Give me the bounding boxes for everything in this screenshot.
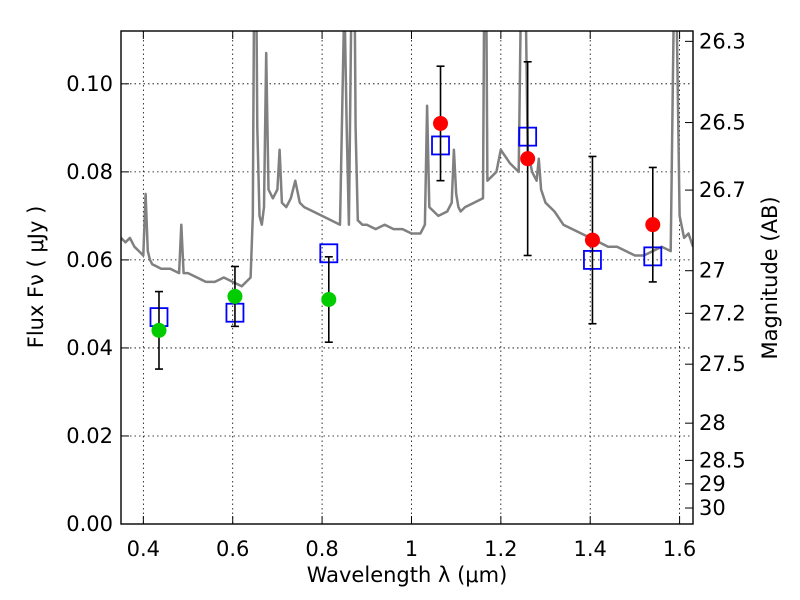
red-data-point: [584, 232, 600, 248]
right-tick-label: 26.3: [699, 29, 746, 53]
y-tick-label: 0.10: [66, 72, 113, 96]
right-axis-label: Magnitude (AB): [758, 196, 782, 359]
right-tick-label: 27.2: [699, 301, 746, 325]
x-tick-label: 0.6: [216, 537, 249, 561]
x-tick-label: 1: [405, 537, 418, 561]
right-tick-label: 27: [699, 259, 726, 283]
axis-ticks: 0.4 0.6 0.8 1 1.2 1.4 1.6 0.00 0.02 0.04 0.06 0.08 0…: [66, 29, 746, 561]
x-tick-label: 1.2: [484, 537, 517, 561]
y-tick-label: 0.06: [66, 248, 113, 272]
red-data-point: [433, 115, 449, 131]
x-axis-label: Wavelength λ (μm): [307, 563, 508, 587]
y-tick-label: 0.08: [66, 160, 113, 184]
red-data-point: [520, 151, 536, 167]
x-tick-label: 0.4: [127, 537, 160, 561]
grid-lines: [121, 31, 693, 525]
plot-frame: [120, 30, 694, 525]
x-tick-label: 1.4: [574, 537, 607, 561]
right-tick-label: 28: [699, 411, 726, 435]
y-tick-label: 0.02: [66, 424, 113, 448]
x-tick-label: 1.6: [663, 537, 696, 561]
right-tick-label: 29: [699, 472, 726, 496]
right-tick-label: 30: [699, 496, 726, 520]
y-tick-label: 0.04: [66, 336, 113, 360]
x-tick-label: 0.8: [305, 537, 338, 561]
right-tick-label: 28.5: [699, 448, 746, 472]
right-tick-label: 27.5: [699, 352, 746, 376]
green-data-point: [321, 292, 337, 308]
spectrum-line: [121, 31, 693, 288]
y-tick-label: 0.00: [66, 512, 113, 536]
right-tick-label: 26.7: [699, 178, 746, 202]
plot-area: [121, 31, 693, 370]
right-tick-label: 26.5: [699, 111, 746, 135]
y-axis-label: Flux Fν ( μJy ): [24, 206, 48, 349]
green-data-point: [227, 288, 243, 304]
green-data-point: [151, 322, 167, 338]
red-data-point: [645, 217, 661, 233]
